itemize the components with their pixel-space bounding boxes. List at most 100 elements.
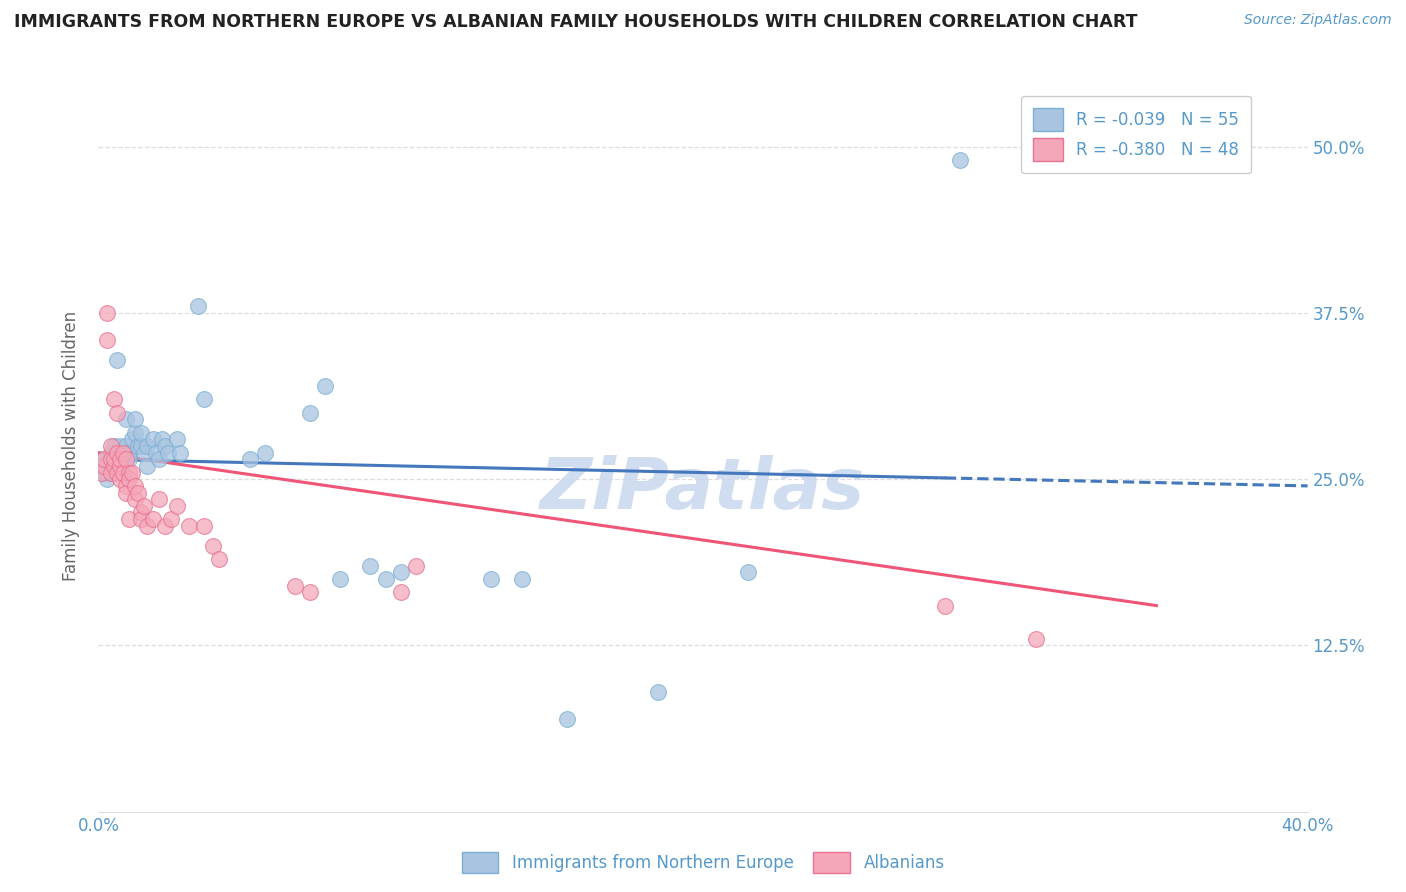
Point xyxy=(103,392,125,407)
Point xyxy=(389,566,412,580)
Point xyxy=(100,466,122,480)
Point xyxy=(93,452,115,467)
Point xyxy=(93,466,115,480)
Point xyxy=(934,599,956,613)
Point xyxy=(103,458,125,473)
Point xyxy=(202,539,225,553)
Point xyxy=(103,439,125,453)
Point xyxy=(100,452,122,467)
Point xyxy=(114,485,136,500)
Legend: Immigrants from Northern Europe, Albanians: Immigrants from Northern Europe, Albania… xyxy=(454,846,952,880)
Point xyxy=(96,333,118,347)
Point xyxy=(145,445,167,459)
Point xyxy=(510,572,533,586)
Point xyxy=(114,479,136,493)
Point xyxy=(374,572,396,586)
Point xyxy=(148,452,170,467)
Point xyxy=(118,472,141,486)
Point xyxy=(314,379,336,393)
Point xyxy=(135,458,157,473)
Point xyxy=(208,552,231,566)
Point xyxy=(108,472,131,486)
Point xyxy=(111,466,134,480)
Point xyxy=(108,458,131,473)
Point xyxy=(253,445,276,459)
Point xyxy=(160,512,183,526)
Point xyxy=(100,445,122,459)
Point xyxy=(93,458,115,473)
Point xyxy=(737,566,759,580)
Point xyxy=(360,558,382,573)
Point xyxy=(103,452,125,467)
Point xyxy=(187,299,209,313)
Point xyxy=(96,472,118,486)
Point xyxy=(329,572,352,586)
Point xyxy=(118,512,141,526)
Point xyxy=(103,466,125,480)
Point xyxy=(100,466,122,480)
Point xyxy=(132,499,155,513)
Point xyxy=(1024,632,1046,646)
Point xyxy=(179,518,201,533)
Point xyxy=(114,412,136,426)
Point xyxy=(111,466,134,480)
Point xyxy=(111,452,134,467)
Point xyxy=(105,466,128,480)
Y-axis label: Family Households with Children: Family Households with Children xyxy=(62,311,80,581)
Point xyxy=(108,439,131,453)
Point xyxy=(299,406,322,420)
Point xyxy=(647,685,669,699)
Point xyxy=(108,458,131,473)
Point xyxy=(103,458,125,473)
Point xyxy=(121,466,143,480)
Point xyxy=(153,439,176,453)
Point xyxy=(129,439,152,453)
Point xyxy=(142,433,165,447)
Point xyxy=(135,518,157,533)
Point xyxy=(129,506,152,520)
Point xyxy=(118,445,141,459)
Point xyxy=(124,412,146,426)
Point xyxy=(108,452,131,467)
Text: ZiPatlas: ZiPatlas xyxy=(540,456,866,524)
Point xyxy=(121,433,143,447)
Point xyxy=(389,585,412,599)
Point xyxy=(166,499,188,513)
Point xyxy=(124,492,146,507)
Point xyxy=(129,425,152,440)
Point xyxy=(105,406,128,420)
Point xyxy=(105,452,128,467)
Legend: R = -0.039   N = 55, R = -0.380   N = 48: R = -0.039 N = 55, R = -0.380 N = 48 xyxy=(1021,96,1251,173)
Point xyxy=(124,479,146,493)
Point xyxy=(239,452,262,467)
Point xyxy=(150,433,173,447)
Point xyxy=(114,452,136,467)
Point xyxy=(96,458,118,473)
Text: Source: ZipAtlas.com: Source: ZipAtlas.com xyxy=(1244,13,1392,28)
Point xyxy=(105,445,128,459)
Point xyxy=(166,433,188,447)
Point xyxy=(555,712,578,726)
Point xyxy=(124,425,146,440)
Point xyxy=(949,153,972,167)
Point xyxy=(193,518,215,533)
Point xyxy=(129,512,152,526)
Point xyxy=(93,452,115,467)
Point xyxy=(127,439,149,453)
Point xyxy=(118,466,141,480)
Point xyxy=(105,458,128,473)
Point xyxy=(405,558,427,573)
Point xyxy=(142,512,165,526)
Point xyxy=(90,466,112,480)
Point xyxy=(148,492,170,507)
Point xyxy=(100,439,122,453)
Point xyxy=(169,445,191,459)
Point xyxy=(135,439,157,453)
Point xyxy=(481,572,503,586)
Point xyxy=(156,445,179,459)
Point xyxy=(118,452,141,467)
Point xyxy=(105,352,128,367)
Text: IMMIGRANTS FROM NORTHERN EUROPE VS ALBANIAN FAMILY HOUSEHOLDS WITH CHILDREN CORR: IMMIGRANTS FROM NORTHERN EUROPE VS ALBAN… xyxy=(14,13,1137,31)
Point xyxy=(193,392,215,407)
Point xyxy=(153,518,176,533)
